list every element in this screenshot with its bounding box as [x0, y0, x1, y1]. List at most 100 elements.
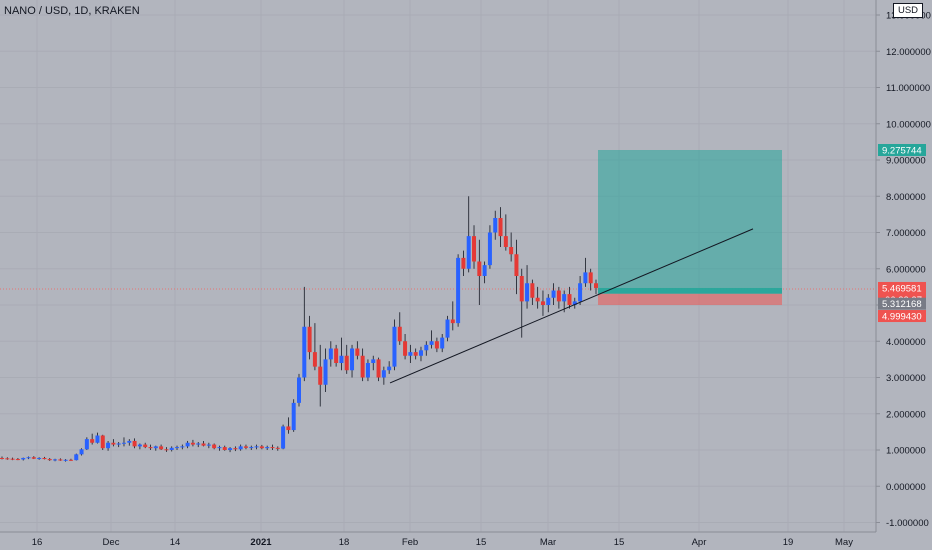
- candle-body: [148, 447, 153, 449]
- candle-body: [466, 236, 471, 269]
- candle-body: [275, 447, 280, 449]
- candle-body: [37, 457, 42, 459]
- currency-label[interactable]: USD: [893, 3, 923, 18]
- candle-body: [265, 447, 270, 449]
- candle-body: [503, 236, 508, 247]
- time-tick-label: 19: [783, 537, 794, 548]
- time-tick-label: Feb: [402, 537, 418, 548]
- price-tag-label: 5.312168: [882, 299, 922, 310]
- candle-body: [259, 446, 264, 449]
- candle-body: [572, 301, 577, 305]
- candle-body: [63, 459, 68, 461]
- time-tick-label: Mar: [540, 537, 556, 548]
- candle-body: [397, 326, 402, 342]
- candle-body: [429, 341, 434, 345]
- price-tick-label: 2.000000: [886, 409, 926, 420]
- candle-body: [286, 426, 291, 431]
- candle-body: [100, 435, 105, 449]
- candle-body: [21, 457, 26, 460]
- candle-body: [450, 319, 455, 324]
- candle-body: [90, 439, 95, 443]
- candle-body: [334, 348, 339, 363]
- candle-body: [578, 283, 583, 302]
- candle-body: [84, 439, 89, 450]
- price-tag-label: 9.275744: [882, 146, 922, 157]
- candle-body: [434, 341, 439, 349]
- price-tick-label: 8.000000: [886, 192, 926, 203]
- candle-body: [10, 458, 15, 460]
- candle-body: [42, 457, 47, 460]
- price-tick-label: 10.000000: [886, 119, 931, 130]
- symbol-title: NANO / USD, 1D, KRAKEN: [4, 5, 140, 17]
- candle-body: [535, 297, 540, 302]
- price-tag-take-profit: [878, 144, 926, 157]
- candle-body: [153, 446, 158, 449]
- candle-body: [360, 355, 365, 378]
- candle-body: [106, 442, 111, 449]
- trendline[interactable]: [389, 228, 754, 384]
- candle-body: [169, 447, 174, 450]
- candle-body: [53, 459, 58, 461]
- candle-body: [583, 272, 588, 284]
- candle-body: [95, 435, 100, 443]
- candle-body: [302, 326, 307, 378]
- candle-body: [270, 447, 275, 449]
- candle-body: [328, 348, 333, 360]
- candle-body: [546, 297, 551, 305]
- candle-body: [514, 254, 519, 276]
- candle-body: [164, 449, 169, 451]
- candle-body: [344, 355, 349, 371]
- candle-body: [408, 352, 413, 356]
- long-position-tool[interactable]: [598, 150, 782, 306]
- candle-body: [0, 457, 4, 459]
- candle-body: [175, 447, 180, 449]
- time-tick-label: 18: [339, 537, 350, 548]
- price-tick-label: 11.000000: [886, 83, 930, 94]
- time-tick-label: 16: [32, 537, 43, 548]
- candle-body: [456, 257, 461, 324]
- candle-body: [121, 442, 126, 444]
- trendline-segment[interactable]: [389, 228, 754, 384]
- candle-body: [509, 247, 514, 255]
- candle-body: [567, 294, 572, 305]
- candle-body: [540, 301, 545, 305]
- price-tag-stop-loss: [878, 310, 926, 323]
- candle-body: [185, 442, 190, 447]
- candle-body: [297, 377, 301, 403]
- time-axis[interactable]: 16 Dec 14 2021 18 Feb 15 Mar 15 Apr 19 May: [32, 537, 854, 548]
- candle-body: [365, 363, 370, 378]
- candle-body: [525, 283, 530, 302]
- candle-body: [15, 459, 20, 461]
- candle-body: [31, 457, 36, 459]
- candle-body: [392, 326, 397, 367]
- candle-body: [519, 276, 524, 302]
- price-tick-label: 3.000000: [886, 373, 926, 384]
- candle-body: [588, 272, 593, 284]
- price-tick-label: 12.000000: [886, 47, 931, 58]
- price-tag-entry: [878, 297, 926, 310]
- price-tick-label: -1.000000: [886, 518, 929, 529]
- candle-body: [217, 447, 222, 449]
- price-tick-label: 6.000000: [886, 264, 926, 275]
- time-tick-label: Apr: [692, 537, 707, 548]
- candle-body: [180, 446, 185, 448]
- candle-body: [440, 337, 445, 349]
- candle-body: [238, 446, 243, 450]
- candle-body: [530, 283, 535, 298]
- candle-body: [461, 257, 466, 269]
- candle-body: [323, 359, 328, 385]
- candle-body: [355, 348, 360, 356]
- time-tick-label: 2021: [250, 537, 272, 548]
- price-tick-label: 9.000000: [886, 156, 926, 167]
- candle-body: [551, 290, 556, 298]
- candle-body: [291, 402, 296, 431]
- price-tag-label: 4.999430: [882, 312, 922, 323]
- candle-body: [381, 370, 386, 378]
- candle-body: [228, 448, 233, 450]
- candle-body: [477, 261, 482, 276]
- candle-body: [403, 341, 408, 356]
- candle-body: [212, 444, 217, 449]
